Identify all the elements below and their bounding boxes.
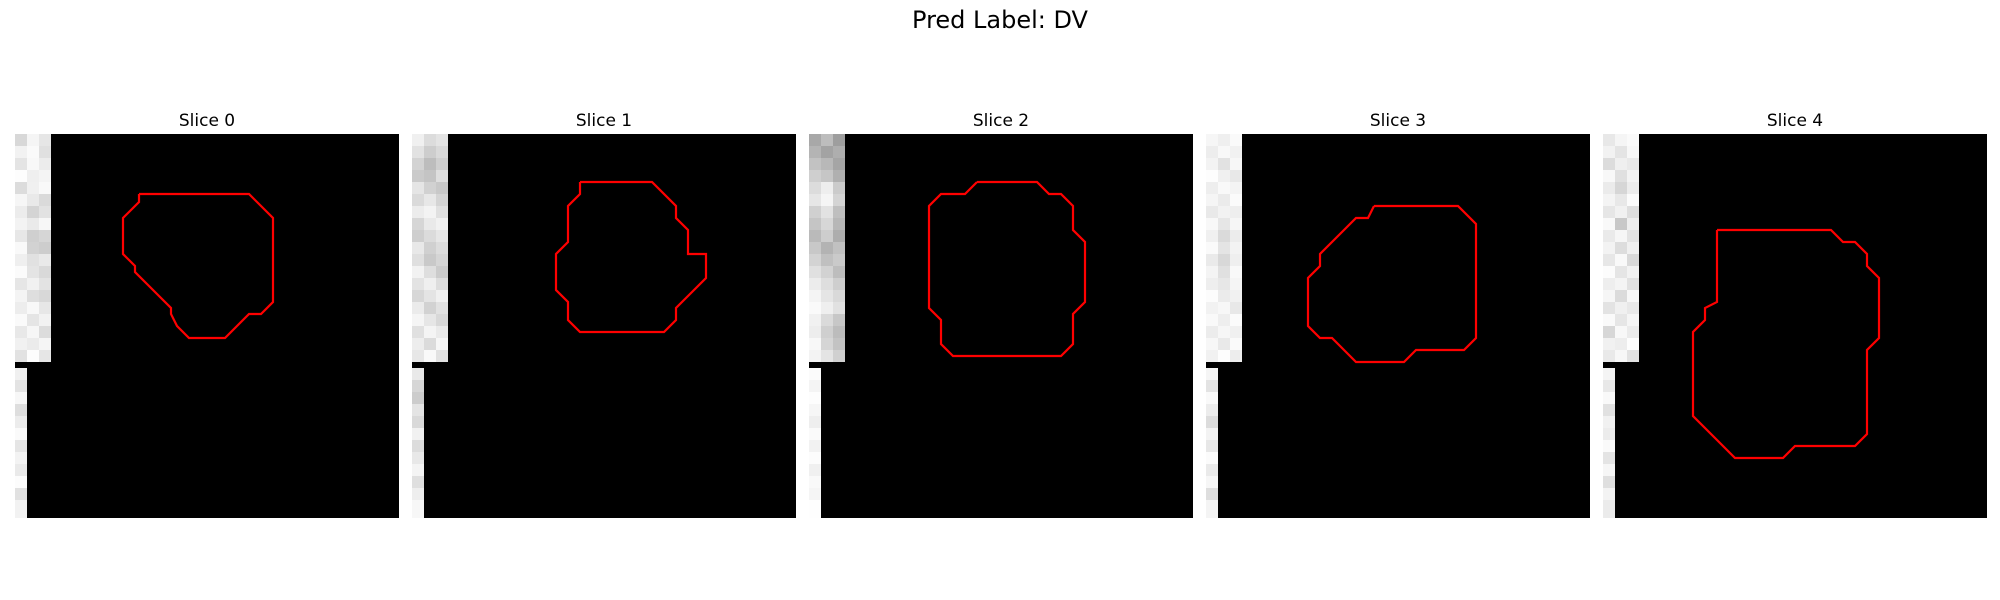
slice-image-3 <box>1206 134 1590 518</box>
slice-panel-2: Slice 2 <box>809 108 1193 518</box>
figure-title: Pred Label: DV <box>912 6 1088 34</box>
slice-image-0 <box>15 134 399 518</box>
contour-2 <box>927 180 1087 358</box>
contour-4 <box>1691 228 1881 460</box>
slice-image-1 <box>412 134 796 518</box>
contour-1 <box>554 180 708 334</box>
slice-panel-3: Slice 3 <box>1206 108 1590 518</box>
slice-title-3: Slice 3 <box>1369 111 1427 131</box>
slice-panel-1: Slice 1 <box>412 108 796 518</box>
slice-image-2 <box>809 134 1193 518</box>
contour-0 <box>121 192 275 340</box>
slice-image-4 <box>1603 134 1987 518</box>
slice-title-0: Slice 0 <box>178 111 236 131</box>
slice-panel-4: Slice 4 <box>1603 108 1987 518</box>
contour-3 <box>1306 204 1478 364</box>
slice-panel-0: Slice 0 <box>15 108 399 518</box>
slice-title-4: Slice 4 <box>1766 111 1824 131</box>
slice-title-2: Slice 2 <box>972 111 1030 131</box>
slice-title-1: Slice 1 <box>575 111 633 131</box>
